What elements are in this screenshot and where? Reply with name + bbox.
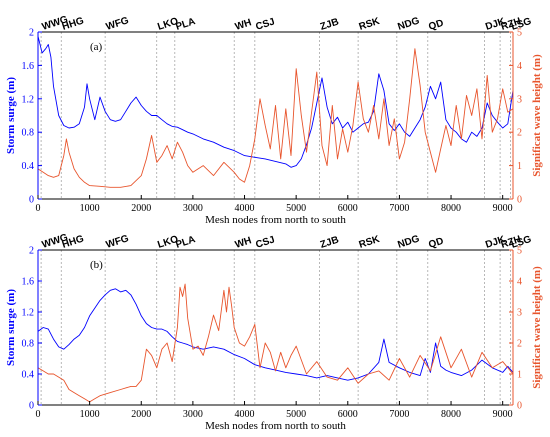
panel-b: 0 1000 2000 3000 4000 5000 6000 7000 8000 9000 0 0.… bbox=[5, 232, 543, 432]
x-tick-label: 5000 bbox=[286, 409, 306, 420]
station-label: NDG bbox=[396, 15, 421, 32]
y-axis-label-left: Storm surge (m) bbox=[5, 77, 17, 154]
x-axis-label: Mesh nodes from north to south bbox=[205, 420, 346, 432]
station-label: CSJ bbox=[254, 234, 276, 250]
y-right-tick-label: 3 bbox=[517, 308, 522, 319]
y-left-tick-label: 0.4 bbox=[22, 161, 35, 172]
y-left-tick-label: 0.8 bbox=[22, 339, 35, 350]
y-left-tick-label: 0 bbox=[29, 401, 34, 412]
x-tick-label: 5000 bbox=[286, 203, 306, 214]
station-label: QD bbox=[427, 18, 445, 33]
x-axis-label: Mesh nodes from north to south bbox=[205, 214, 346, 226]
x-tick-label: 7000 bbox=[389, 409, 409, 420]
y-left-tick-label: 0 bbox=[29, 195, 34, 206]
y-left-tick-label: 1.6 bbox=[22, 277, 35, 288]
x-tick-label: 4000 bbox=[235, 409, 255, 420]
y-axis-label-right: Significat wave height (m) bbox=[531, 54, 543, 177]
x-tick-label: 9000 bbox=[493, 203, 513, 214]
x-tick-label: 0 bbox=[36, 203, 41, 214]
y-axis-label-left: Storm surge (m) bbox=[5, 289, 17, 366]
station-label: WFG bbox=[105, 15, 131, 33]
x-tick-label: 8000 bbox=[441, 409, 461, 420]
storm-surge-line bbox=[37, 36, 514, 168]
x-tick-label: 3000 bbox=[183, 409, 203, 420]
station-label: PLA bbox=[174, 234, 196, 251]
station-label: RSK bbox=[358, 16, 382, 33]
station-label: RSK bbox=[358, 234, 382, 251]
y-right-tick-label: 2 bbox=[517, 339, 522, 350]
storm-surge-line bbox=[37, 288, 514, 381]
x-tick-label: 2000 bbox=[131, 203, 151, 214]
y-right-tick-label: 4 bbox=[517, 277, 522, 288]
y-right-tick-label: 5 bbox=[517, 246, 522, 257]
x-tick-label: 0 bbox=[36, 409, 41, 420]
station-label: ZJB bbox=[319, 235, 340, 251]
y-right-tick-label: 5 bbox=[517, 28, 522, 39]
x-tick-label: 1000 bbox=[80, 203, 100, 214]
x-tick-label: 4000 bbox=[235, 203, 255, 214]
x-tick-label: 3000 bbox=[183, 203, 203, 214]
x-tick-label: 7000 bbox=[389, 203, 409, 214]
panel-label: (a) bbox=[90, 41, 103, 53]
y-right-tick-label: 1 bbox=[517, 161, 522, 172]
y-left-tick-label: 0.8 bbox=[22, 128, 35, 139]
y-left-tick-label: 1.6 bbox=[22, 61, 35, 72]
y-left-tick-label: 1.2 bbox=[22, 94, 35, 105]
y-right-tick-label: 1 bbox=[517, 370, 522, 381]
station-label: PLA bbox=[174, 16, 196, 33]
y-right-tick-label: 0 bbox=[517, 195, 522, 206]
station-label: QD bbox=[427, 236, 445, 251]
x-tick-label: 1000 bbox=[80, 409, 100, 420]
y-axis-label-right: Significat wave height (m) bbox=[531, 266, 543, 389]
y-left-tick-label: 2 bbox=[29, 28, 34, 39]
panel-label: (b) bbox=[90, 259, 103, 271]
x-tick-label: 6000 bbox=[338, 203, 358, 214]
panel-a: 0 1000 2000 3000 4000 5000 6000 7000 8000 9000 0 0.… bbox=[5, 14, 543, 226]
x-tick-label: 2000 bbox=[131, 409, 151, 420]
x-tick-label: 9000 bbox=[493, 409, 513, 420]
wave-height-line bbox=[37, 283, 514, 403]
station-label: WH bbox=[234, 235, 253, 251]
y-right-tick-label: 3 bbox=[517, 94, 522, 105]
y-left-tick-label: 0.4 bbox=[22, 370, 35, 381]
x-tick-label: 6000 bbox=[338, 409, 358, 420]
y-right-tick-label: 0 bbox=[517, 401, 522, 412]
x-tick-label: 8000 bbox=[441, 203, 461, 214]
y-right-tick-label: 2 bbox=[517, 128, 522, 139]
y-left-tick-label: 2 bbox=[29, 246, 34, 257]
y-right-tick-label: 4 bbox=[517, 61, 522, 72]
station-label: WH bbox=[234, 17, 253, 33]
station-label: NDG bbox=[396, 233, 421, 250]
y-left-tick-label: 1.2 bbox=[22, 308, 35, 319]
wave-height-line bbox=[37, 48, 514, 188]
station-label: CSJ bbox=[254, 16, 276, 32]
station-label: ZJB bbox=[319, 17, 340, 33]
station-label: WFG bbox=[105, 233, 131, 251]
